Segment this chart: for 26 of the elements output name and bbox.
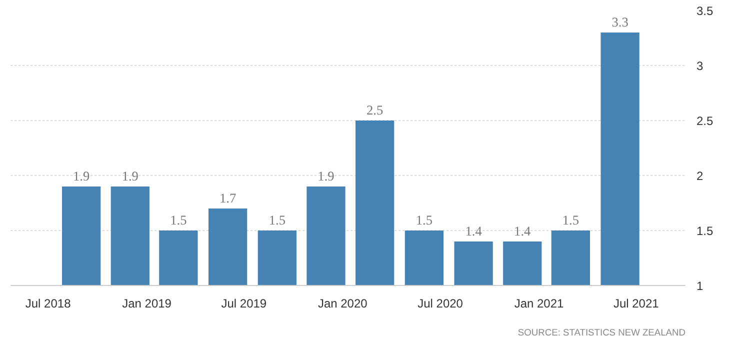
data-label: 1.5 bbox=[416, 212, 433, 228]
data-label: 1.9 bbox=[318, 168, 335, 184]
data-label: 1.9 bbox=[122, 168, 139, 184]
y-tick-label: 1 bbox=[696, 279, 704, 293]
x-tick-label: Jul 2020 bbox=[418, 296, 464, 310]
x-tick-label: Jan 2021 bbox=[514, 296, 564, 310]
data-label: 1.4 bbox=[465, 224, 482, 238]
y-tick-label: 1.5 bbox=[696, 224, 714, 238]
y-tick-label: 2 bbox=[696, 169, 704, 183]
x-tick-label: Jul 2021 bbox=[613, 296, 660, 310]
data-label: 1.5 bbox=[562, 212, 580, 228]
source-note: SOURCE: STATISTICS NEW ZEALAND bbox=[518, 328, 686, 338]
x-tick-label: Jul 2018 bbox=[25, 296, 72, 310]
x-tick-label: Jan 2020 bbox=[318, 296, 368, 310]
x-tick-label: Jan 2019 bbox=[122, 296, 172, 310]
y-tick-label: 3.5 bbox=[696, 4, 714, 18]
data-label: 2.5 bbox=[366, 102, 384, 118]
data-label: 1.4 bbox=[514, 224, 532, 238]
data-label: 1.7 bbox=[219, 190, 236, 206]
data-label: 1.5 bbox=[170, 212, 188, 228]
data-label: 3.3 bbox=[612, 14, 629, 30]
data-label: 1.5 bbox=[268, 212, 286, 228]
y-tick-label: 2.5 bbox=[696, 114, 714, 128]
data-label: 1.9 bbox=[72, 168, 90, 184]
y-tick-label: 3 bbox=[696, 59, 704, 73]
x-tick-label: Jul 2019 bbox=[221, 296, 267, 310]
